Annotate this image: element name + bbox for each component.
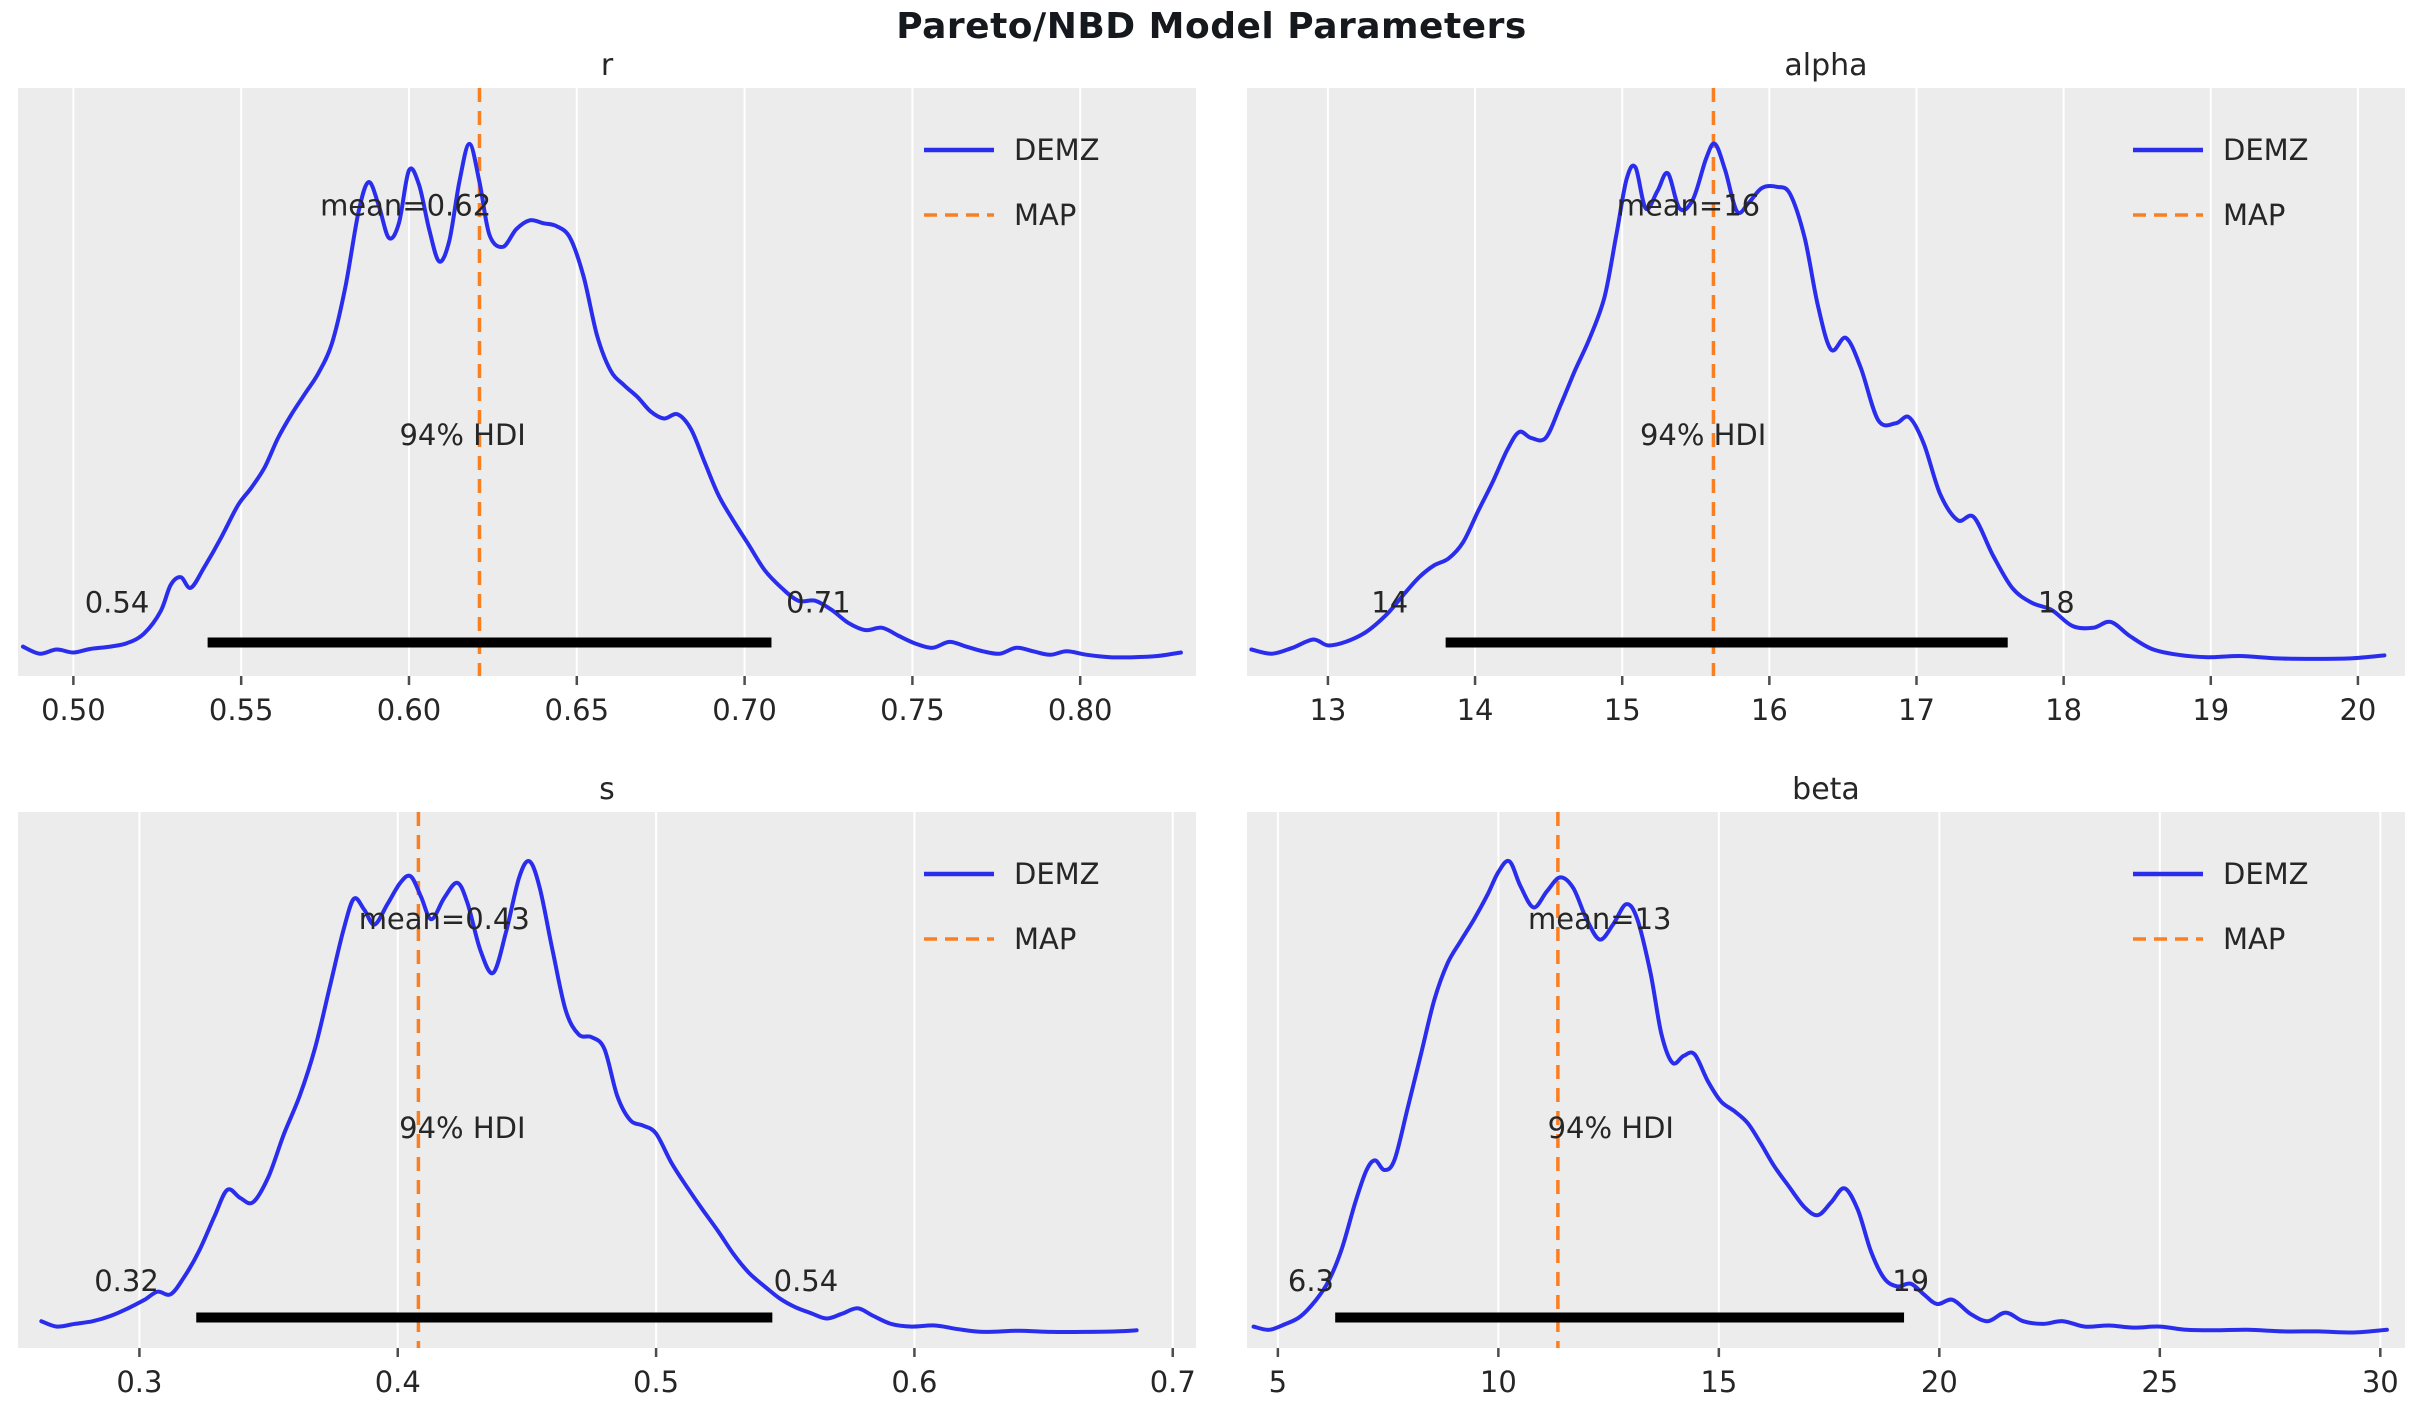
x-tick-label: 13 [1309,693,1346,727]
legend-demz-label: DEMZ [1014,857,1100,891]
demz-curve [39,859,1139,1335]
subplot-title-alpha: alpha [1784,48,1868,83]
legend-map-label: MAP [2223,198,2285,232]
x-tick-label: 0.55 [209,693,274,727]
demz-curve [21,141,1183,660]
hdi-label: 94% HDI [1640,418,1766,452]
legend-demz-label: DEMZ [2223,857,2309,891]
x-tick-label: 0.60 [377,693,442,727]
legend-demz-label: DEMZ [1014,133,1100,167]
plot-area-alpha: 13 14 15 16 17 18 19 20 mean=16 94% HDI 14 18 DEMZ MA… [1247,88,2405,727]
subplot-s: s 0.3 0.4 0.5 0.6 0.7 mean=0.43 94% HDI 0.32 0.5… [18,768,1196,1408]
hdi-hi-label: 0.54 [774,1264,839,1298]
hdi-lo-label: 0.54 [85,586,150,620]
demz-curve [1249,141,2387,661]
x-tick-label: 18 [2045,693,2082,727]
x-tick-label: 0.70 [712,693,777,727]
x-tick-label: 0.65 [545,693,610,727]
legend-map-label: MAP [1014,198,1076,232]
x-tick-label: 30 [2362,1365,2399,1399]
x-tick-label: 15 [1604,693,1641,727]
subplot-alpha: alpha 13 14 15 16 17 18 19 20 mean=16 94% HDI 14 18… [1247,44,2405,736]
x-tick-label: 0.75 [880,693,945,727]
subplot-title-r: r [600,48,614,83]
x-tick-label: 0.6 [891,1365,937,1399]
hdi-label: 94% HDI [399,1111,525,1145]
subplot-r: r 0.50 0.55 0.60 0.65 0.70 0.75 0.80 mean=0.62 9… [18,44,1196,736]
x-tick-label: 0.80 [1048,693,1113,727]
hdi-lo-label: 14 [1371,586,1408,620]
x-tick-label: 5 [1269,1365,1287,1399]
x-tick-label: 0.5 [633,1365,679,1399]
hdi-label: 94% HDI [1548,1111,1674,1145]
hdi-hi-label: 18 [2038,586,2075,620]
hdi-lo-label: 6.3 [1288,1264,1334,1298]
hdi-lo-label: 0.32 [94,1264,159,1298]
subplot-beta: beta 5 10 15 20 25 30 mean=13 94% HDI 6.3 19 DEMZ M… [1247,768,2405,1408]
plot-area-beta: 5 10 15 20 25 30 mean=13 94% HDI 6.3 19 DEMZ MAP [1247,812,2405,1399]
legend-map-label: MAP [2223,922,2285,956]
hdi-label: 94% HDI [399,418,525,452]
axes-background [18,88,1196,676]
mean-label: mean=16 [1617,189,1760,223]
subplot-title-s: s [599,772,615,807]
axes-background [1247,812,2405,1348]
plot-area-r: 0.50 0.55 0.60 0.65 0.70 0.75 0.80 mean=0.62 94%… [18,88,1196,727]
subplot-title-beta: beta [1792,772,1860,807]
axes-background [18,812,1196,1348]
mean-label: mean=13 [1528,902,1671,936]
x-tick-label: 14 [1457,693,1494,727]
mean-label: mean=0.43 [359,902,530,936]
x-tick-label: 20 [1921,1365,1958,1399]
mean-label: mean=0.62 [320,189,491,223]
x-tick-label: 0.7 [1150,1365,1196,1399]
x-tick-label: 15 [1700,1365,1737,1399]
x-tick-label: 19 [2192,693,2229,727]
demz-curve [1251,858,2389,1335]
x-tick-label: 10 [1480,1365,1517,1399]
x-tick-label: 0.50 [41,693,106,727]
hdi-hi-label: 0.71 [786,586,851,620]
x-tick-label: 17 [1898,693,1935,727]
x-tick-label: 0.4 [375,1365,421,1399]
x-tick-label: 25 [2141,1365,2178,1399]
hdi-hi-label: 19 [1892,1264,1929,1298]
plot-area-s: 0.3 0.4 0.5 0.6 0.7 mean=0.43 94% HDI 0.32 0.54 D… [18,812,1196,1399]
legend-map-label: MAP [1014,922,1076,956]
figure-title: Pareto/NBD Model Parameters [896,6,1527,47]
axes-background [1247,88,2405,676]
legend-demz-label: DEMZ [2223,133,2309,167]
x-tick-label: 16 [1751,693,1788,727]
x-tick-label: 0.3 [116,1365,162,1399]
x-tick-label: 20 [2339,693,2376,727]
